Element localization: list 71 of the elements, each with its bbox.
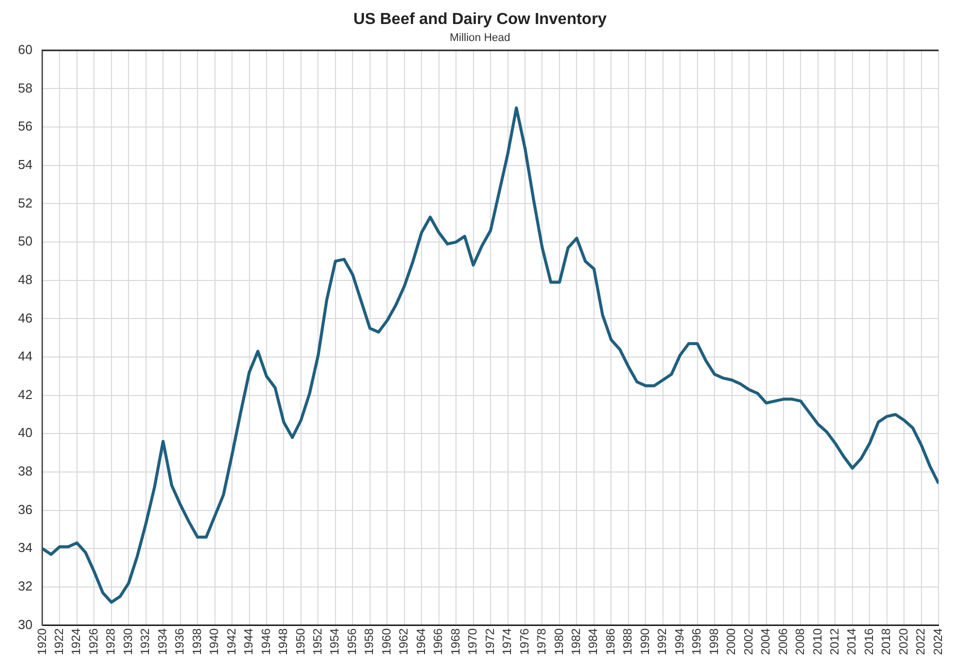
x-tick-label: 1972 [482,628,497,656]
x-tick-label: 2016 [862,628,876,656]
x-tick-label: 1986 [603,628,618,656]
y-tick-label: 32 [18,578,32,594]
x-tick-label: 1942 [224,628,238,656]
x-tick-label: 1980 [552,628,566,656]
x-tick-label: 1990 [638,628,652,656]
chart-title: US Beef and Dairy Cow Inventory [353,11,607,28]
x-tick-label: 1940 [207,628,222,656]
x-tick-label: 1962 [396,628,411,656]
y-tick-label: 56 [18,118,32,134]
y-tick-label: 54 [18,156,32,172]
x-tick-label: 2024 [930,628,945,656]
y-tick-label: 40 [18,425,32,440]
x-tick-label: 1954 [328,628,342,656]
y-tick-label: 30 [18,616,32,632]
x-tick-label: 1932 [138,628,152,656]
x-tick-label: 2022 [914,628,928,656]
x-tick-label: 1998 [706,628,721,656]
y-tick-label: 46 [18,310,32,326]
x-tick-label: 1936 [172,628,187,656]
y-tick-label: 50 [18,234,32,249]
x-tick-label: 2004 [758,628,773,656]
x-tick-label: 2000 [724,628,738,656]
y-tick-label: 36 [18,502,32,517]
x-tick-label: 1950 [293,628,308,656]
x-tick-label: 1968 [448,628,462,656]
x-tick-label: 2014 [844,628,859,656]
x-tick-label: 1966 [431,628,446,656]
y-tick-label: 34 [18,540,32,556]
x-tick-label: 1930 [120,628,135,656]
x-tick-label: 1982 [569,628,584,656]
y-tick-label: 52 [18,195,32,210]
x-tick-label: 1944 [242,628,256,656]
x-tick-label: 2006 [776,628,790,656]
y-tick-label: 44 [18,348,32,364]
chart-subtitle: Million Head [450,32,510,44]
y-tick-label: 38 [18,464,32,479]
x-tick-label: 1946 [258,628,273,656]
x-tick-label: 1984 [586,628,600,656]
x-tick-label: 1952 [310,628,325,656]
x-tick-label: 1948 [276,628,290,656]
x-tick-label: 2018 [879,628,894,656]
x-tick-label: 1964 [414,628,428,656]
x-tick-label: 1978 [534,628,549,656]
x-tick-label: 1970 [466,628,480,656]
y-tick-label: 60 [18,42,32,57]
y-tick-label: 58 [18,80,32,96]
x-tick-label: 2010 [810,628,824,656]
x-tick-label: 1920 [34,628,49,656]
x-tick-label: 2020 [896,628,910,656]
x-tick-label: 1956 [344,628,359,656]
x-tick-label: 2008 [793,628,808,656]
x-tick-label: 1934 [155,628,170,656]
x-tick-label: 1988 [620,628,635,656]
x-tick-label: 1958 [362,628,376,656]
x-tick-label: 1996 [690,628,704,656]
x-tick-label: 1994 [672,628,686,656]
x-tick-label: 2002 [741,628,756,656]
x-tick-label: 1960 [379,628,394,656]
x-tick-label: 1976 [517,628,532,656]
x-tick-label: 1974 [500,628,514,656]
x-tick-label: 1928 [104,628,118,656]
x-tick-label: 1922 [52,628,66,656]
x-tick-label: 2012 [828,628,842,656]
x-tick-label: 1926 [86,628,100,656]
x-tick-label: 1924 [69,628,84,656]
y-tick-label: 48 [18,272,32,287]
x-tick-label: 1992 [655,628,670,656]
y-tick-label: 42 [18,386,32,402]
x-tick-label: 1938 [190,628,204,656]
